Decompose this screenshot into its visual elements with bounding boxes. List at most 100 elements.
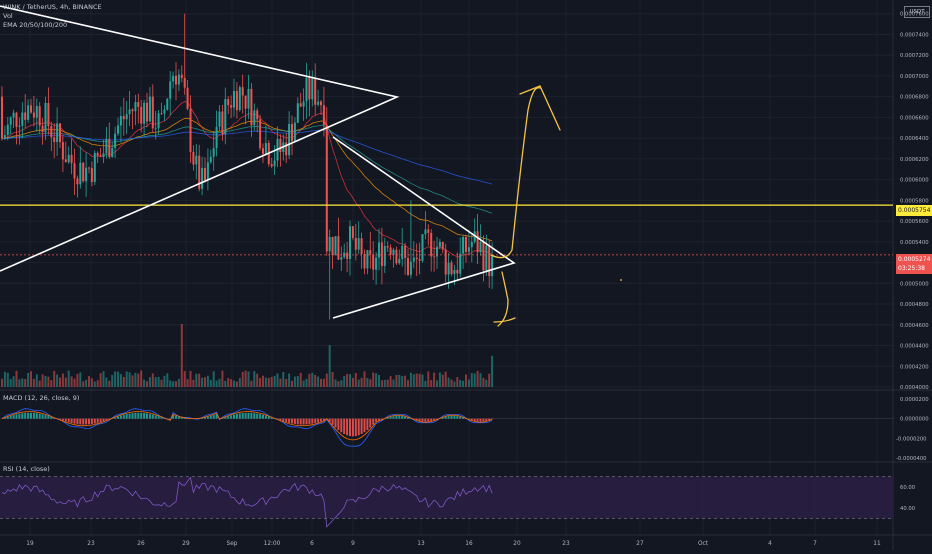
volume-bar-101 bbox=[294, 377, 296, 387]
candle-body-136 bbox=[395, 250, 397, 264]
volume-bar-68 bbox=[198, 374, 200, 387]
candles bbox=[1, 14, 493, 320]
macd-hist-bar-13 bbox=[39, 414, 41, 419]
volume-bar-27 bbox=[79, 372, 81, 387]
volume-bar-106 bbox=[308, 374, 310, 387]
candle-body-134 bbox=[390, 247, 392, 254]
macd-hist-bar-91 bbox=[265, 416, 267, 419]
volume-bar-145 bbox=[422, 374, 424, 387]
price-tick-label-9: 0.0005800 bbox=[900, 198, 929, 204]
candle-body-81 bbox=[236, 91, 238, 110]
candle-body-51 bbox=[149, 97, 151, 122]
candle-body-116 bbox=[337, 236, 339, 259]
macd-hist-bar-119 bbox=[346, 419, 348, 436]
macd-hist-bar-15 bbox=[45, 415, 47, 419]
volume-bar-70 bbox=[204, 377, 206, 387]
price-tick-label-14: 0.0004800 bbox=[900, 302, 929, 308]
volume-bar-158 bbox=[459, 380, 461, 387]
rsi-tick-label-0: 60.00 bbox=[900, 485, 916, 491]
volume-bar-83 bbox=[242, 372, 244, 387]
volume-bar-6 bbox=[18, 379, 20, 387]
volume-bar-4 bbox=[13, 376, 15, 387]
volume-bar-169 bbox=[491, 356, 493, 387]
macd-hist-bar-144 bbox=[419, 419, 421, 421]
macd-hist-bar-87 bbox=[253, 413, 255, 419]
volume-bar-146 bbox=[424, 381, 426, 387]
volume-bar-164 bbox=[477, 371, 479, 387]
macd-hist-bar-109 bbox=[317, 419, 319, 423]
candle-body-31 bbox=[91, 168, 93, 182]
candle-body-9 bbox=[27, 105, 29, 119]
candle-body-139 bbox=[404, 246, 406, 258]
volume-bar-84 bbox=[245, 371, 247, 387]
volume-bar-79 bbox=[230, 379, 232, 387]
candle-body-129 bbox=[375, 258, 377, 270]
candle-body-30 bbox=[88, 168, 90, 169]
volume-bar-87 bbox=[253, 371, 255, 387]
macd-hist-bar-164 bbox=[477, 419, 479, 422]
macd-hist-bar-7 bbox=[21, 413, 23, 418]
volume-bar-151 bbox=[439, 373, 441, 387]
volume-bar-29 bbox=[85, 380, 87, 387]
macd-hist-bar-3 bbox=[10, 416, 12, 419]
macd-hist-bar-115 bbox=[335, 419, 337, 428]
candle-body-146 bbox=[424, 229, 426, 234]
candle-body-123 bbox=[358, 238, 360, 249]
macd-hist-bar-156 bbox=[453, 416, 455, 419]
volume-bar-26 bbox=[76, 374, 78, 387]
candle-body-151 bbox=[439, 242, 441, 247]
volume-bar-16 bbox=[47, 377, 49, 387]
candle-body-49 bbox=[143, 103, 145, 124]
candle-body-145 bbox=[422, 234, 424, 261]
volume-bar-32 bbox=[94, 381, 96, 387]
macd-hist-bar-102 bbox=[297, 419, 299, 425]
candle-body-94 bbox=[274, 160, 276, 166]
volume-bar-21 bbox=[62, 373, 64, 387]
currency-button[interactable]: USDT bbox=[904, 6, 930, 18]
volume-bar-159 bbox=[462, 381, 464, 387]
candle-body-156 bbox=[453, 270, 455, 274]
macd-hist-bar-45 bbox=[132, 413, 134, 419]
time-tick-label-13: Oct bbox=[698, 541, 709, 547]
price-tick-label-4: 0.0006800 bbox=[900, 95, 929, 101]
macd-hist-bar-31 bbox=[91, 419, 93, 424]
macd-hist-bar-40 bbox=[117, 416, 119, 418]
macd-hist-bar-83 bbox=[242, 413, 244, 419]
macd-tick-label-2: -0.0000200 bbox=[896, 436, 927, 442]
volume-bar-73 bbox=[213, 371, 215, 387]
macd-hist-bar-103 bbox=[300, 419, 302, 425]
volume-bar-152 bbox=[442, 375, 444, 387]
candle-body-37 bbox=[108, 139, 110, 157]
macd-hist-bar-125 bbox=[364, 419, 366, 433]
candle-body-114 bbox=[332, 237, 334, 255]
candle-body-167 bbox=[485, 245, 487, 270]
macd-hist-bar-118 bbox=[343, 419, 345, 434]
volume-bar-78 bbox=[227, 378, 229, 387]
price-tick-label-17: 0.0004200 bbox=[900, 364, 929, 370]
candle-body-141 bbox=[410, 262, 412, 275]
macd-hist-bar-167 bbox=[485, 419, 487, 421]
price-tick-label-7: 0.0006200 bbox=[900, 157, 929, 163]
macd-hist-bar-157 bbox=[456, 416, 458, 419]
macd-hist-bar-129 bbox=[375, 419, 377, 422]
candle-body-100 bbox=[291, 124, 293, 141]
volume-bar-143 bbox=[416, 374, 418, 387]
macd-hist-bar-50 bbox=[146, 413, 148, 418]
volume-bar-105 bbox=[306, 379, 308, 387]
volume-bar-47 bbox=[137, 374, 139, 387]
candle-body-44 bbox=[129, 110, 131, 115]
candle-body-76 bbox=[221, 112, 223, 135]
volume-bar-20 bbox=[59, 378, 61, 387]
candle-body-103 bbox=[300, 103, 302, 106]
candle-body-127 bbox=[369, 250, 371, 254]
candle-body-41 bbox=[120, 116, 122, 125]
rsi-legend: RSI (14, close) bbox=[3, 465, 50, 473]
candle-body-27 bbox=[79, 163, 81, 185]
volume-bar-156 bbox=[453, 381, 455, 387]
volume-bar-40 bbox=[117, 372, 119, 387]
candle-body-66 bbox=[192, 152, 194, 165]
volume-bar-55 bbox=[161, 380, 163, 387]
volume-bar-54 bbox=[158, 377, 160, 387]
